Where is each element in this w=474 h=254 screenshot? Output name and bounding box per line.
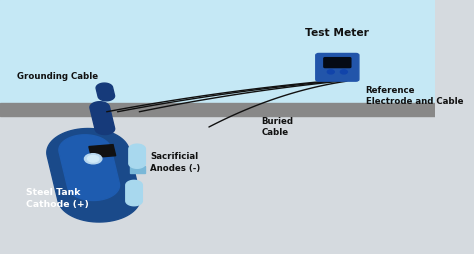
Polygon shape [89,145,116,158]
Text: Sacrificial
Anodes (-): Sacrificial Anodes (-) [150,152,201,172]
Bar [0,116,435,254]
Bar [130,166,145,173]
Bar [0,103,435,116]
Polygon shape [126,180,142,206]
Circle shape [88,155,99,162]
Circle shape [328,70,334,74]
Circle shape [340,70,347,74]
Polygon shape [129,144,146,168]
Bar [0,0,435,103]
Polygon shape [47,129,140,222]
Polygon shape [59,135,119,200]
Polygon shape [90,102,115,135]
Text: Grounding Cable: Grounding Cable [18,72,99,81]
Polygon shape [96,83,115,101]
Circle shape [84,154,102,164]
Text: Reference
Electrode and Cable: Reference Electrode and Cable [365,86,463,106]
Text: Buried
Cable: Buried Cable [261,117,293,137]
FancyBboxPatch shape [316,54,359,81]
Text: Test Meter: Test Meter [305,28,369,38]
FancyBboxPatch shape [324,58,351,68]
Text: Steel Tank
Cathode (+): Steel Tank Cathode (+) [26,188,89,209]
